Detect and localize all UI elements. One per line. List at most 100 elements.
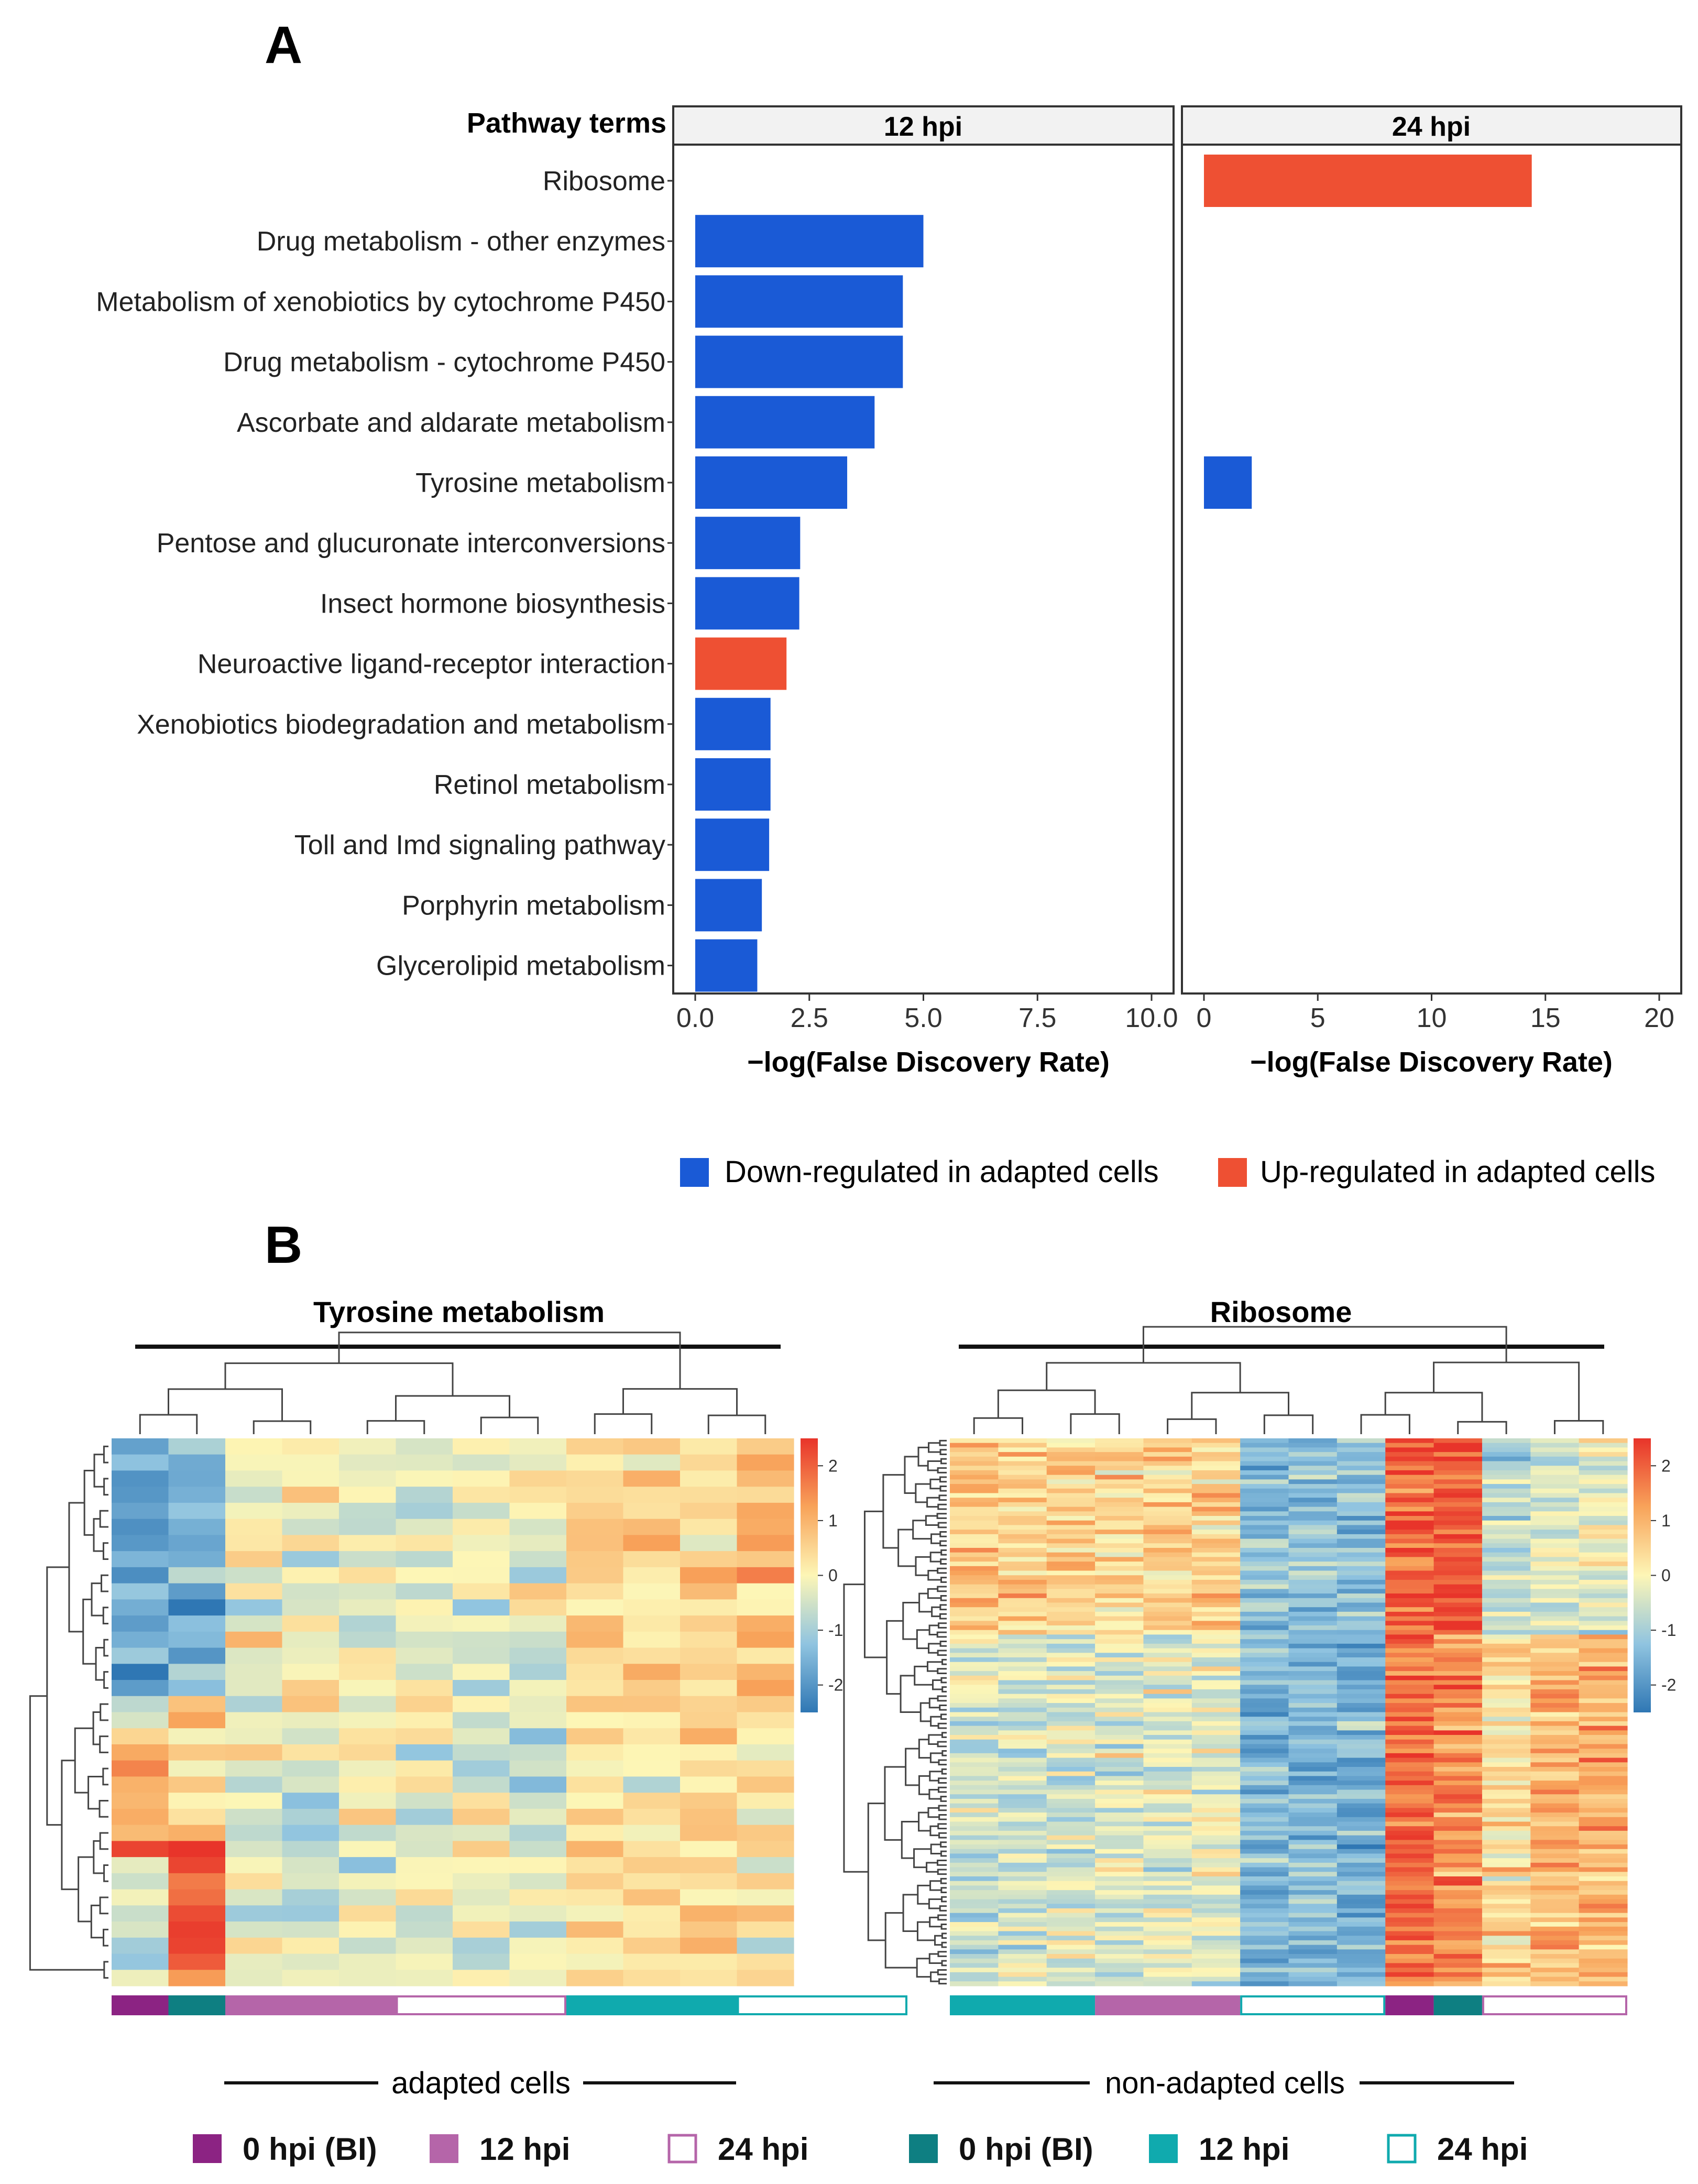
- heatmap-cell-ribosome: [1046, 1611, 1096, 1617]
- heatmap-cell-ribosome: [1191, 1872, 1241, 1877]
- heatmap-cell-tyrosine: [453, 1615, 510, 1632]
- heatmap-cell-ribosome: [998, 1703, 1047, 1708]
- heatmap-cell-tyrosine: [168, 1744, 226, 1761]
- heatmap-cell-ribosome: [1191, 1511, 1241, 1516]
- heatmap-cell-ribosome: [1046, 1625, 1096, 1631]
- heatmap-cell-ribosome: [1046, 1543, 1096, 1548]
- heatmap-cell-ribosome: [950, 1502, 999, 1508]
- row-dendro-tyrosine: [99, 1896, 108, 1915]
- heatmap-cell-tyrosine: [282, 1889, 339, 1906]
- heatmap-cell-ribosome: [950, 1776, 999, 1781]
- heatmap-cell-ribosome: [1337, 1689, 1386, 1695]
- heatmap-cell-ribosome: [1240, 1643, 1289, 1649]
- heatmap-cell-ribosome: [1143, 1584, 1192, 1589]
- row-dendro-ribosome: [937, 1741, 947, 1748]
- heatmap-cell-ribosome: [1385, 1945, 1434, 1950]
- heatmap-cell-ribosome: [1143, 1753, 1192, 1759]
- heatmap-cell-tyrosine: [737, 1647, 794, 1664]
- heatmap-cell-tyrosine: [509, 1921, 567, 1938]
- heatmap-cell-ribosome: [1288, 1611, 1338, 1617]
- heatmap-cell-ribosome: [1046, 1566, 1096, 1571]
- heatmap-cell-tyrosine: [737, 1470, 794, 1487]
- heatmap-cell-ribosome: [1046, 1867, 1096, 1872]
- heatmap-cell-tyrosine: [566, 1454, 624, 1471]
- heatmap-cell-ribosome: [1191, 1894, 1241, 1900]
- heatmap-cell-ribosome: [1579, 1826, 1628, 1831]
- heatmap-cell-ribosome: [1240, 1557, 1289, 1562]
- annotation-ribosome-5: [1482, 1995, 1627, 2015]
- heatmap-cell-ribosome: [1191, 1630, 1241, 1635]
- heatmap-cell-ribosome: [1046, 1749, 1096, 1754]
- heatmap-cell-ribosome: [1143, 1781, 1192, 1786]
- heatmap-cell-ribosome: [1482, 1707, 1531, 1713]
- heatmap-cell-tyrosine: [623, 1728, 681, 1745]
- heatmap-cell-ribosome: [1046, 1552, 1096, 1558]
- heatmap-cell-ribosome: [1143, 1908, 1192, 1914]
- heatmap-cell-tyrosine: [623, 1808, 681, 1826]
- heatmap-cell-ribosome: [1433, 1625, 1483, 1631]
- heatmap-cell-ribosome: [1191, 1958, 1241, 1964]
- heatmap-cell-ribosome: [1143, 1840, 1192, 1845]
- heatmap-cell-ribosome: [998, 1931, 1047, 1936]
- heatmap-cell-ribosome: [1579, 1872, 1628, 1877]
- row-dendro-tyrosine: [78, 1856, 94, 1923]
- heatmap-cell-ribosome: [1337, 1908, 1386, 1914]
- heatmap-cell-ribosome: [1337, 1789, 1386, 1795]
- col-dendro-tyrosine: [139, 1414, 198, 1434]
- heatmap-cell-ribosome: [1337, 1470, 1386, 1476]
- heatmap-cell-ribosome: [1288, 1484, 1338, 1489]
- heatmap-cell-ribosome: [1433, 1717, 1483, 1722]
- annotation-ribosome-3: [1385, 1995, 1434, 2015]
- heatmap-cell-ribosome: [950, 1931, 999, 1936]
- heatmap-cell-ribosome: [1095, 1488, 1144, 1494]
- heatmap-cell-tyrosine: [225, 1647, 283, 1664]
- row-dendro-ribosome: [941, 1768, 947, 1775]
- bar-12hpi-11: [695, 818, 770, 871]
- heatmap-cell-ribosome: [950, 1557, 999, 1562]
- heatmap-cell-tyrosine: [680, 1712, 738, 1729]
- heatmap-cell-ribosome: [1433, 1589, 1483, 1594]
- heatmap-cell-ribosome: [998, 1648, 1047, 1653]
- heatmap-cell-ribosome: [1385, 1666, 1434, 1672]
- heatmap-cell-ribosome: [1482, 1712, 1531, 1717]
- heatmap-cell-ribosome: [1240, 1849, 1289, 1854]
- heatmap-cell-tyrosine: [566, 1487, 624, 1503]
- heatmap-cell-tyrosine: [282, 1647, 339, 1664]
- row-dendro-ribosome: [916, 1629, 930, 1650]
- heatmap-cell-tyrosine: [566, 1873, 624, 1890]
- heatmap-cell-tyrosine: [225, 1696, 283, 1713]
- heatmap-cell-ribosome: [1530, 1639, 1580, 1644]
- heatmap-cell-ribosome: [1482, 1625, 1531, 1631]
- heatmap-cell-tyrosine: [339, 1680, 397, 1697]
- heatmap-cell-ribosome: [1530, 1849, 1580, 1854]
- heatmap-cell-tyrosine: [168, 1680, 226, 1697]
- heatmap-cell-tyrosine: [566, 1470, 624, 1487]
- heatmap-cell-ribosome: [1046, 1830, 1096, 1836]
- heatmap-cell-ribosome: [1046, 1812, 1096, 1818]
- heatmap-cell-ribosome: [1095, 1771, 1144, 1777]
- heatmap-cell-ribosome: [1143, 1785, 1192, 1790]
- heatmap-cell-ribosome: [1530, 1730, 1580, 1735]
- heatmap-cell-ribosome: [1530, 1520, 1580, 1526]
- heatmap-cell-tyrosine: [112, 1454, 169, 1471]
- heatmap-cell-ribosome: [1240, 1789, 1289, 1795]
- heatmap-cell-ribosome: [1385, 1940, 1434, 1946]
- heatmap-cell-tyrosine: [737, 1905, 794, 1922]
- heatmap-cell-ribosome: [1482, 1830, 1531, 1836]
- heatmap-cell-ribosome: [1337, 1479, 1386, 1484]
- heatmap-cell-ribosome: [1337, 1794, 1386, 1799]
- heatmap-cell-ribosome: [1046, 1648, 1096, 1653]
- heatmap-cell-ribosome: [1046, 1493, 1096, 1498]
- heatmap-cell-ribosome: [1143, 1680, 1192, 1685]
- heatmap-cell-tyrosine: [737, 1454, 794, 1471]
- heatmap-cell-ribosome: [1288, 1794, 1338, 1799]
- heatmap-cell-ribosome: [1143, 1890, 1192, 1895]
- heatmap-cell-ribosome: [950, 1447, 999, 1453]
- heatmap-cell-ribosome: [998, 1721, 1047, 1727]
- heatmap-cell-ribosome: [1579, 1798, 1628, 1804]
- heatmap-cell-ribosome: [1482, 1721, 1531, 1727]
- heatmap-cell-tyrosine: [623, 1664, 681, 1680]
- heatmap-cell-ribosome: [998, 1876, 1047, 1882]
- heatmap-cell-tyrosine: [396, 1470, 453, 1487]
- row-dendro-ribosome: [939, 1613, 947, 1620]
